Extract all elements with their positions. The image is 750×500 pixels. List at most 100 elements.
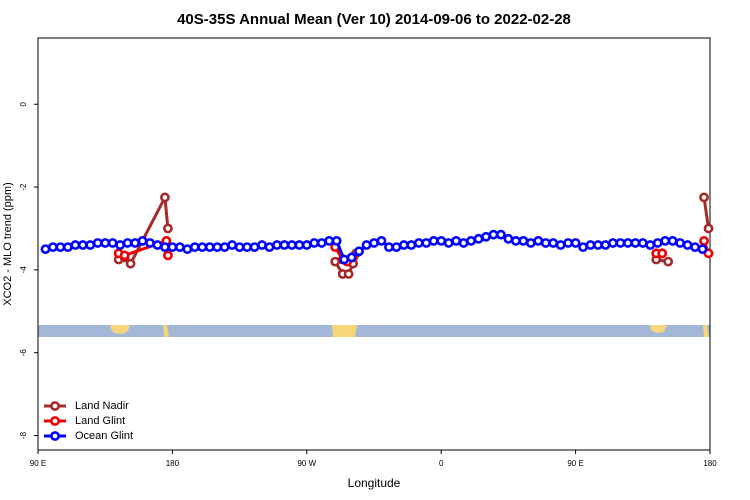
data-point [100,238,111,248]
data-point [264,242,275,253]
data-point [85,240,96,250]
x-tick-label: 90 E [567,459,583,468]
data-point [703,223,714,234]
data-point [309,238,320,248]
data-point [436,235,447,246]
data-point [174,242,185,253]
x-tick-label: 0 [439,459,444,468]
data-point [286,240,297,250]
data-point [324,235,335,246]
data-point [107,238,118,248]
data-point [406,240,417,250]
data-point [343,269,354,279]
y-tick-label: 0 [19,101,28,106]
data-point [458,238,469,248]
data-point [77,240,88,250]
data-point [294,240,305,250]
data-point [443,238,454,248]
data-point [219,242,230,253]
data-point [40,244,51,255]
legend-marker [50,401,60,411]
data-point [563,238,574,248]
data-point [652,238,663,248]
data-point [279,240,290,250]
data-point [540,238,551,248]
data-point [197,242,208,253]
data-point [525,238,536,248]
data-point [272,240,282,250]
legend-label: Ocean Glint [75,430,133,442]
data-point [70,240,81,250]
data-point [257,240,267,250]
data-point [615,238,626,248]
data-point [62,242,73,253]
x-tick-label: 90 E [30,459,46,468]
data-point [354,246,364,257]
data-point [119,250,130,261]
data-point [163,223,173,234]
y-axis-label: XCO2 - MLO trend (ppm) [2,182,14,305]
data-point [301,240,312,250]
data-point [227,240,238,250]
data-point [234,242,245,253]
data-point [481,231,491,242]
ocean-strip [38,325,710,337]
x-tick-label: 90 W [297,459,316,468]
legend-marker [50,431,60,441]
data-point [630,238,641,248]
x-tick-label: 180 [703,459,717,468]
data-point [249,242,260,253]
data-point [466,235,476,246]
data-point [578,242,588,253]
y-tick-label: -2 [19,183,28,191]
legend-label: Land Nadir [75,400,129,412]
data-point [163,250,173,261]
data-point [608,238,618,248]
data-point [667,235,678,246]
data-point [413,238,424,248]
data-point [212,242,223,253]
data-point [488,229,499,240]
data-point [637,238,648,248]
data-point [533,235,544,246]
data-point [690,242,700,253]
x-axis-label: Longitude [348,476,401,490]
data-point [585,240,596,250]
data-point [510,235,521,246]
y-tick-label: -4 [19,266,28,274]
data-point [376,235,387,246]
data-point [137,235,148,246]
data-point [496,229,506,240]
land-shape [703,325,709,337]
data-point [384,242,394,253]
data-point [242,242,252,253]
data-point [645,240,656,250]
data-point [369,238,379,248]
data-point [570,238,581,248]
data-point [503,233,514,244]
data-point [115,240,126,250]
data-point [92,238,103,248]
data-point [398,240,409,250]
data-point [555,240,566,250]
data-point [518,235,529,246]
data-point [339,254,350,265]
data-point [55,242,66,253]
data-point [548,238,559,248]
data-point [657,248,668,259]
data-point [160,242,170,253]
legend-marker [50,416,60,426]
data-point [391,242,402,253]
data-point [428,235,439,246]
data-point [189,242,200,253]
data-point [145,238,155,248]
x-tick-label: 180 [166,459,180,468]
data-point [346,252,357,263]
data-point [160,192,170,203]
data-point [330,256,341,267]
land-shape [110,325,130,334]
data-point [130,238,140,248]
y-tick-label: -8 [19,431,28,439]
data-point [451,235,462,246]
y-tick-label: -6 [19,349,28,357]
